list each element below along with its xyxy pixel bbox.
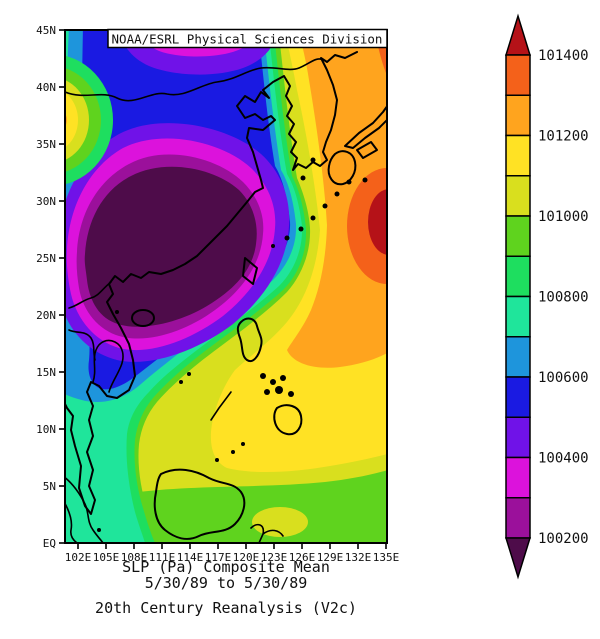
colorbar-segment xyxy=(505,376,531,418)
caption-dates: 5/30/89 to 5/30/89 xyxy=(145,574,308,592)
coast-borneo xyxy=(153,468,246,540)
contour-field xyxy=(65,30,387,543)
x-tick-label: 132E xyxy=(345,551,372,564)
border-thailand xyxy=(68,329,96,361)
x-tick-label: 135E xyxy=(373,551,400,564)
colorbar-segment xyxy=(505,456,531,499)
colorbar-label: 100200 xyxy=(538,531,589,547)
y-axis xyxy=(59,29,65,544)
small-islands xyxy=(97,157,368,532)
colorbar-segment xyxy=(505,175,531,217)
colorbar-arrow-top xyxy=(504,13,532,56)
y-tick-label: 5N xyxy=(43,480,56,493)
colorbar-segment xyxy=(505,416,531,459)
amur-river-line xyxy=(65,58,324,102)
colorbar-segment xyxy=(505,497,531,539)
colorbar-label: 101400 xyxy=(538,48,589,64)
colorbar-segment xyxy=(505,336,531,378)
y-tick-label: 25N xyxy=(36,252,56,265)
coast-luzon xyxy=(236,317,263,362)
y-tick-label: 45N xyxy=(36,24,56,37)
contour-orange-region xyxy=(287,30,387,368)
x-axis-labels: 102E 105E 108E 111E 114E 117E 120E 123E … xyxy=(65,551,400,564)
colorbar-segment xyxy=(505,54,531,96)
title-box xyxy=(107,28,388,49)
x-tick-label: 123E xyxy=(261,551,288,564)
coast-honshu xyxy=(344,104,387,149)
contour-yg-bottom-patch xyxy=(252,507,308,537)
x-tick-label: 120E xyxy=(233,551,260,564)
colorbar-label: 100800 xyxy=(538,290,589,306)
plot-title: NOAA/ESRL Physical Sciences Division xyxy=(112,32,383,47)
colorbar-label: 101000 xyxy=(538,209,589,225)
y-tick-label: 35N xyxy=(36,138,56,151)
coast-celebes xyxy=(250,523,284,543)
x-tick-label: 117E xyxy=(205,551,232,564)
coastlines xyxy=(65,39,387,543)
coast-taiwan xyxy=(242,257,258,285)
caption-variable: SLP (Pa) Composite Mean xyxy=(122,558,330,576)
colorbar-segment xyxy=(505,134,531,177)
y-tick-label: EQ xyxy=(43,537,56,550)
coast-kyushu xyxy=(327,150,357,186)
contour-darkpurple-core xyxy=(84,166,257,327)
y-axis-labels: 45N 40N 35N 30N 25N 20N 15N 10N 5N EQ xyxy=(36,24,56,550)
map-area xyxy=(65,30,387,543)
coast-mainland-asia xyxy=(65,51,358,515)
coast-palawan xyxy=(210,391,232,421)
colorbar-segment xyxy=(505,215,531,257)
y-tick-label: 30N xyxy=(36,195,56,208)
x-axis xyxy=(77,543,387,549)
colorbar-label: 100600 xyxy=(538,370,589,386)
x-tick-label: 111E xyxy=(149,551,176,564)
coast-sumatra-2 xyxy=(65,501,78,543)
colorbar-segment xyxy=(505,255,531,298)
caption-dataset: 20th Century Reanalysis (V2c) xyxy=(95,599,357,617)
contour-green-bottom-strip xyxy=(139,470,387,543)
x-tick-label: 105E xyxy=(93,551,120,564)
contour-darkred-core xyxy=(368,189,387,255)
colorbar-arrow-bottom xyxy=(504,537,532,580)
y-tick-label: 20N xyxy=(36,309,56,322)
contour-westhigh-orange xyxy=(65,113,67,127)
colorbar-segment xyxy=(505,295,531,338)
coast-shikoku xyxy=(356,141,378,159)
x-tick-label: 108E xyxy=(121,551,148,564)
x-tick-label: 126E xyxy=(289,551,316,564)
x-tick-label: 102E xyxy=(65,551,92,564)
coast-sumatra-1 xyxy=(65,476,104,543)
y-tick-label: 40N xyxy=(36,81,56,94)
colorbar-labels: 101400 101200 101000 100800 100600 10040… xyxy=(538,48,589,547)
y-tick-label: 15N xyxy=(36,366,56,379)
x-tick-label: 114E xyxy=(177,551,204,564)
y-tick-label: 10N xyxy=(36,423,56,436)
coast-mindanao xyxy=(273,404,303,436)
coast-hainan xyxy=(131,309,155,327)
colorbar-segment xyxy=(505,94,531,137)
x-tick-label: 129E xyxy=(317,551,344,564)
contour-westhigh-yellow xyxy=(65,92,78,148)
border-laos xyxy=(68,281,112,309)
colorbar: 101400 101200 101000 100800 100600 10040… xyxy=(504,13,589,580)
colorbar-label: 101200 xyxy=(538,129,589,145)
colorbar-label: 100400 xyxy=(538,451,589,467)
